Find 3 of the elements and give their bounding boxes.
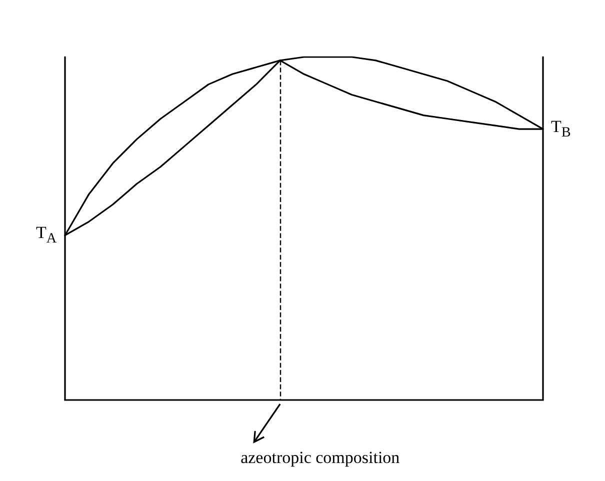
text: T$_{A}$	[36, 223, 57, 248]
text: T$_{B}$	[551, 117, 571, 142]
text: azeotropic composition	[240, 448, 400, 468]
